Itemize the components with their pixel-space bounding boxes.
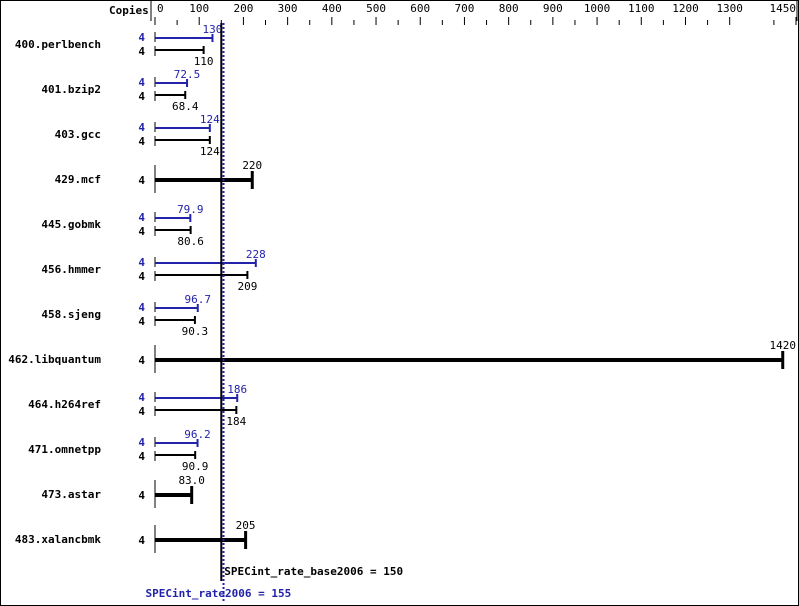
base-value-label: 220: [242, 159, 262, 172]
base-value-label: 80.6: [177, 235, 204, 248]
base-copies: 4: [138, 45, 145, 58]
x-tick-label: 1300: [716, 2, 743, 15]
base-value-label: 83.0: [178, 474, 205, 487]
base-copies: 4: [138, 450, 145, 463]
x-tick-label: 800: [499, 2, 519, 15]
base-value-label: 110: [194, 55, 214, 68]
base-copies: 4: [138, 405, 145, 418]
base-value-label: 209: [237, 280, 257, 293]
x-tick-label: 100: [189, 2, 209, 15]
peak-metric-label: SPECint_rate2006 = 155: [146, 587, 292, 600]
base-copies: 4: [138, 270, 145, 283]
x-tick-label: 1100: [628, 2, 655, 15]
peak-value-label: 72.5: [174, 68, 201, 81]
x-tick-label: 500: [366, 2, 386, 15]
base-copies: 4: [138, 315, 145, 328]
peak-value-label: 79.9: [177, 203, 204, 216]
base-metric-label: SPECint_rate_base2006 = 150: [224, 565, 403, 578]
peak-value-label: 228: [246, 248, 266, 261]
x-tick-label: 1000: [584, 2, 611, 15]
base-copies: 4: [138, 90, 145, 103]
x-tick-label: 300: [278, 2, 298, 15]
peak-copies: 4: [138, 301, 145, 314]
base-value-label: 68.4: [172, 100, 199, 113]
base-copies: 4: [138, 534, 145, 547]
x-tick-label: 1450: [770, 2, 797, 15]
peak-value-label: 186: [227, 383, 247, 396]
peak-value-label: 130: [203, 23, 223, 36]
peak-copies: 4: [138, 436, 145, 449]
benchmark-label: 483.xalancbmk: [15, 533, 101, 546]
base-value-label: 1420: [769, 339, 796, 352]
peak-copies: 4: [138, 121, 145, 134]
peak-copies: 4: [138, 256, 145, 269]
peak-value-label: 124: [200, 113, 220, 126]
x-tick-label: 400: [322, 2, 342, 15]
benchmark-label: 401.bzip2: [41, 83, 101, 96]
benchmark-label: 429.mcf: [55, 173, 101, 186]
base-copies: 4: [138, 489, 145, 502]
base-copies: 4: [138, 354, 145, 367]
x-tick-label: 700: [455, 2, 475, 15]
peak-copies: 4: [138, 31, 145, 44]
peak-copies: 4: [138, 211, 145, 224]
copies-header: Copies: [109, 4, 149, 17]
benchmark-label: 462.libquantum: [8, 353, 101, 366]
benchmark-label: 471.omnetpp: [28, 443, 101, 456]
benchmark-label: 400.perlbench: [15, 38, 101, 51]
benchmark-label: 403.gcc: [55, 128, 101, 141]
benchmark-label: 464.h264ref: [28, 398, 101, 411]
base-value-label: 205: [236, 519, 256, 532]
x-tick-label: 600: [410, 2, 430, 15]
benchmark-label: 473.astar: [41, 488, 101, 501]
base-value-label: 184: [226, 415, 246, 428]
peak-copies: 4: [138, 391, 145, 404]
peak-copies: 4: [138, 76, 145, 89]
x-tick-label: 1200: [672, 2, 699, 15]
benchmark-label: 458.sjeng: [41, 308, 101, 321]
x-tick-label: 0: [157, 2, 164, 15]
x-tick-label: 900: [543, 2, 563, 15]
x-tick-label: 200: [233, 2, 253, 15]
base-value-label: 90.3: [182, 325, 209, 338]
base-value-label: 124: [200, 145, 220, 158]
base-copies: 4: [138, 174, 145, 187]
benchmark-label: 456.hmmer: [41, 263, 101, 276]
peak-value-label: 96.7: [184, 293, 211, 306]
base-copies: 4: [138, 225, 145, 238]
base-value-label: 90.9: [182, 460, 209, 473]
base-copies: 4: [138, 135, 145, 148]
peak-value-label: 96.2: [184, 428, 211, 441]
benchmark-label: 445.gobmk: [41, 218, 101, 231]
